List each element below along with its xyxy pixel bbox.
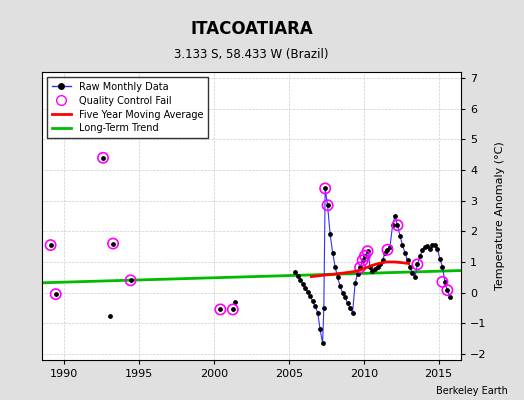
Point [126, 277, 135, 284]
Point [99, 154, 107, 161]
Point [109, 240, 117, 247]
Point [428, 242, 436, 248]
Point [356, 264, 364, 271]
Point [320, 305, 328, 311]
Point [51, 291, 60, 297]
Point [293, 272, 302, 279]
Point [336, 283, 344, 290]
Point [438, 279, 446, 285]
Point [411, 274, 419, 280]
Point [333, 274, 342, 280]
Point [386, 244, 394, 250]
Point [348, 309, 357, 316]
Point [438, 263, 446, 270]
Point [413, 261, 422, 268]
Point [291, 268, 299, 275]
Point [443, 287, 452, 293]
Point [383, 246, 391, 253]
Point [376, 261, 384, 268]
Point [331, 263, 339, 270]
Point [323, 202, 332, 208]
Text: ITACOATIARA: ITACOATIARA [190, 20, 313, 38]
Point [299, 281, 307, 287]
Point [441, 279, 449, 285]
Point [443, 287, 452, 293]
Legend: Raw Monthly Data, Quality Control Fail, Five Year Moving Average, Long-Term Tren: Raw Monthly Data, Quality Control Fail, … [47, 77, 208, 138]
Point [231, 298, 239, 305]
Point [356, 264, 364, 271]
Point [339, 289, 347, 296]
Text: 3.133 S, 58.433 W (Brazil): 3.133 S, 58.433 W (Brazil) [174, 48, 329, 61]
Y-axis label: Temperature Anomaly (°C): Temperature Anomaly (°C) [495, 142, 505, 290]
Point [358, 257, 367, 264]
Point [391, 213, 399, 219]
Point [363, 248, 372, 254]
Point [47, 242, 55, 248]
Point [371, 266, 379, 272]
Point [321, 185, 330, 192]
Point [216, 306, 225, 313]
Point [126, 277, 135, 284]
Point [306, 293, 314, 300]
Point [423, 243, 432, 249]
Point [394, 222, 402, 228]
Point [446, 294, 454, 300]
Point [421, 244, 429, 250]
Point [378, 257, 387, 264]
Point [408, 270, 417, 276]
Point [326, 231, 334, 238]
Point [313, 309, 322, 316]
Point [435, 256, 444, 262]
Point [363, 248, 372, 254]
Point [394, 222, 402, 228]
Point [343, 300, 352, 306]
Point [341, 294, 350, 300]
Point [296, 276, 304, 283]
Point [361, 253, 369, 259]
Point [401, 250, 409, 256]
Point [51, 291, 60, 297]
Point [319, 340, 327, 346]
Point [106, 312, 115, 319]
Point [303, 289, 312, 295]
Point [99, 154, 107, 161]
Point [431, 242, 439, 248]
Point [426, 246, 434, 252]
Point [383, 246, 391, 253]
Point [406, 264, 414, 271]
Point [396, 233, 404, 239]
Point [374, 263, 382, 270]
Point [413, 261, 422, 268]
Point [366, 263, 374, 270]
Point [316, 326, 324, 332]
Text: Berkeley Earth: Berkeley Earth [436, 386, 508, 396]
Point [353, 270, 362, 277]
Point [329, 250, 337, 256]
Point [47, 242, 55, 248]
Point [403, 257, 412, 264]
Point [321, 185, 330, 192]
Point [361, 253, 369, 259]
Point [301, 285, 309, 291]
Point [433, 246, 442, 252]
Point [381, 250, 389, 256]
Point [346, 305, 354, 311]
Point [368, 267, 377, 274]
Point [388, 222, 397, 228]
Point [228, 306, 237, 313]
Point [323, 202, 332, 208]
Point [311, 303, 319, 310]
Point [228, 306, 237, 313]
Point [216, 306, 225, 313]
Point [309, 298, 317, 304]
Point [358, 257, 367, 264]
Point [418, 247, 427, 254]
Point [351, 280, 359, 287]
Point [416, 253, 424, 259]
Point [398, 242, 407, 248]
Point [109, 240, 117, 247]
